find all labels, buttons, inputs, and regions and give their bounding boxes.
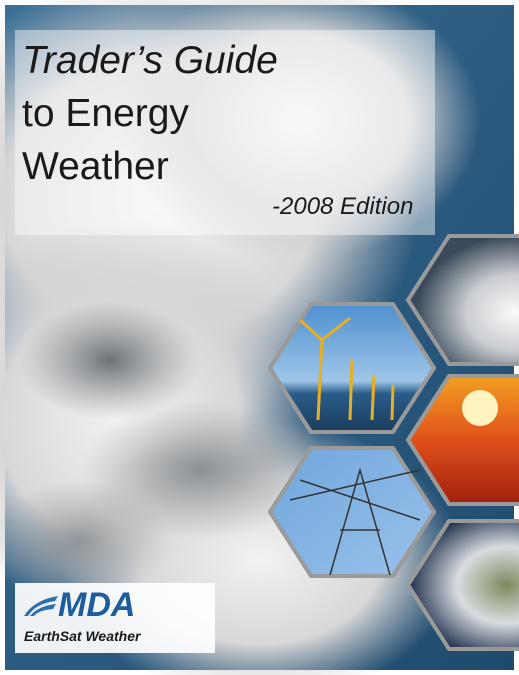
logo-tagline: EarthSat Weather [24, 628, 142, 644]
logo: MDA EarthSat Weather [15, 583, 215, 653]
logo-name: MDA [58, 586, 135, 624]
edition: -2008 Edition [272, 193, 413, 220]
sun [462, 390, 498, 426]
title-line: to Energy [22, 92, 189, 135]
title-line: Weather [22, 145, 169, 188]
title-line: Trader’s Guide [22, 39, 278, 82]
book-cover: Trader’s Guide to Energy Weather -2008 E… [0, 0, 519, 675]
